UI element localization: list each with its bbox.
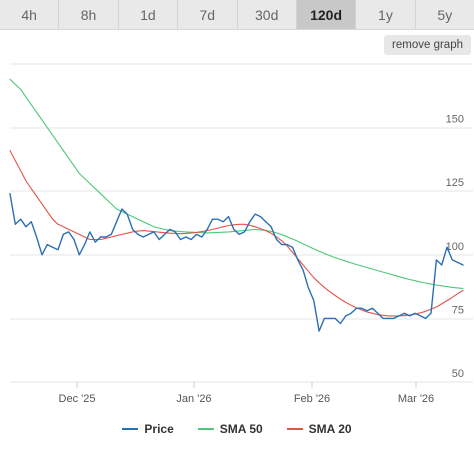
- legend-swatch: [122, 428, 139, 430]
- x-tick-label: Mar '26: [398, 393, 434, 405]
- y-tick-label: 150: [446, 114, 464, 126]
- range-tab-120d[interactable]: 120d: [296, 0, 357, 29]
- x-tick-label: Dec '25: [59, 393, 96, 405]
- chart-legend: Price SMA 50 SMA 20: [0, 421, 474, 437]
- price-chart: 50 75 100 125 150 Dec '25 Jan '26 Feb '26 Mar '2…: [9, 63, 473, 405]
- range-tab-5y[interactable]: 5y: [437, 6, 453, 23]
- range-tab-1y[interactable]: 1y: [356, 0, 416, 29]
- legend-swatch: [197, 428, 214, 430]
- range-tab-1d[interactable]: 1d: [119, 0, 179, 29]
- range-tab-7d[interactable]: 7d: [178, 0, 238, 29]
- series-line-price: [9, 192, 464, 332]
- series-line-sma-50: [9, 78, 464, 289]
- range-tab-8h[interactable]: 8h: [59, 0, 119, 29]
- remove-graph-button[interactable]: remove graph: [384, 35, 471, 55]
- y-tick-label: 75: [452, 304, 464, 316]
- legend-label: SMA 50: [219, 422, 263, 436]
- x-tick-label: Jan '26: [176, 393, 211, 405]
- y-tick-label: 125: [446, 177, 464, 189]
- range-tab-30d[interactable]: 30d: [238, 0, 297, 29]
- series-line-sma-20: [9, 149, 464, 317]
- y-tick-label: 100: [446, 241, 464, 253]
- legend-label: SMA 20: [308, 422, 352, 436]
- legend-label: Price: [144, 422, 174, 436]
- y-tick-label: 50: [452, 368, 464, 380]
- range-tab-4h[interactable]: 4h: [0, 0, 60, 29]
- legend-item-sma-50[interactable]: SMA 50: [197, 421, 263, 437]
- legend-swatch: [286, 428, 303, 430]
- range-tabs: 4h 8h 1d 7d 30d 120d 1y 5y: [0, 0, 474, 30]
- legend-item-sma-20[interactable]: SMA 20: [286, 421, 352, 437]
- x-tick-label: Feb '26: [294, 393, 330, 405]
- legend-item-price[interactable]: Price: [122, 421, 174, 437]
